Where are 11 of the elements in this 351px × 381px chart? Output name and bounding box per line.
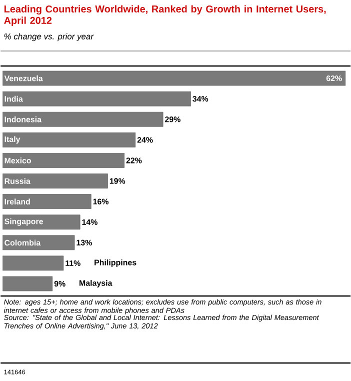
bar <box>2 256 64 271</box>
bar <box>2 276 52 292</box>
bar <box>2 174 108 188</box>
chart-subtitle: % change vs. prior year <box>4 33 94 42</box>
bar <box>2 194 92 209</box>
bar <box>2 132 136 148</box>
bar <box>2 91 191 106</box>
chart-title: Leading Countries Worldwide, Ranked by Growth in Internet Users, April 2012 <box>4 5 326 26</box>
bar <box>2 112 164 127</box>
bar <box>2 70 346 86</box>
bar <box>2 153 124 168</box>
